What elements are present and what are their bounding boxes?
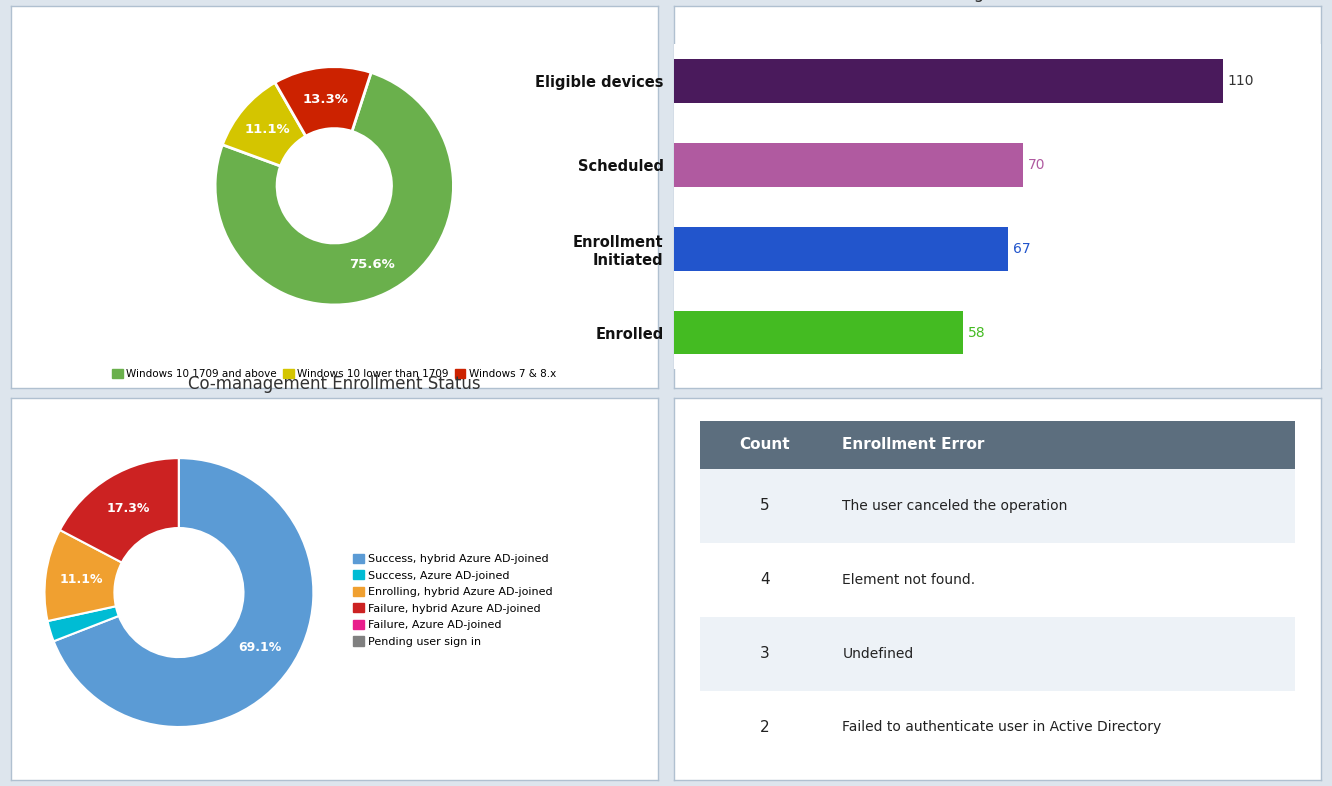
Title: Co-management Enrollment Status: Co-management Enrollment Status [188, 376, 481, 394]
Text: Count: Count [739, 437, 790, 452]
Legend: Windows 10 1709 and above, Windows 10 lower than 1709, Windows 7 & 8.x: Windows 10 1709 and above, Windows 10 lo… [112, 369, 557, 379]
Title: Client OS Distribution: Client OS Distribution [245, 0, 424, 2]
Text: Failed to authenticate user in Active Directory: Failed to authenticate user in Active Di… [842, 721, 1162, 734]
Text: 2: 2 [759, 720, 770, 735]
FancyBboxPatch shape [701, 421, 1296, 468]
Title: Co-management Status: Co-management Status [899, 0, 1096, 2]
Legend: Success, hybrid Azure AD-joined, Success, Azure AD-joined, Enrolling, hybrid Azu: Success, hybrid Azure AD-joined, Success… [353, 553, 553, 647]
FancyBboxPatch shape [701, 542, 1296, 617]
Text: 3: 3 [759, 646, 770, 661]
FancyBboxPatch shape [701, 617, 1296, 691]
Text: 5: 5 [759, 498, 770, 513]
Text: Undefined: Undefined [842, 647, 914, 660]
Text: Enrollment Error: Enrollment Error [842, 437, 984, 452]
FancyBboxPatch shape [701, 468, 1296, 542]
FancyBboxPatch shape [701, 691, 1296, 765]
Text: 4: 4 [759, 572, 770, 587]
Text: The user canceled the operation: The user canceled the operation [842, 499, 1068, 512]
Text: Element not found.: Element not found. [842, 573, 975, 586]
